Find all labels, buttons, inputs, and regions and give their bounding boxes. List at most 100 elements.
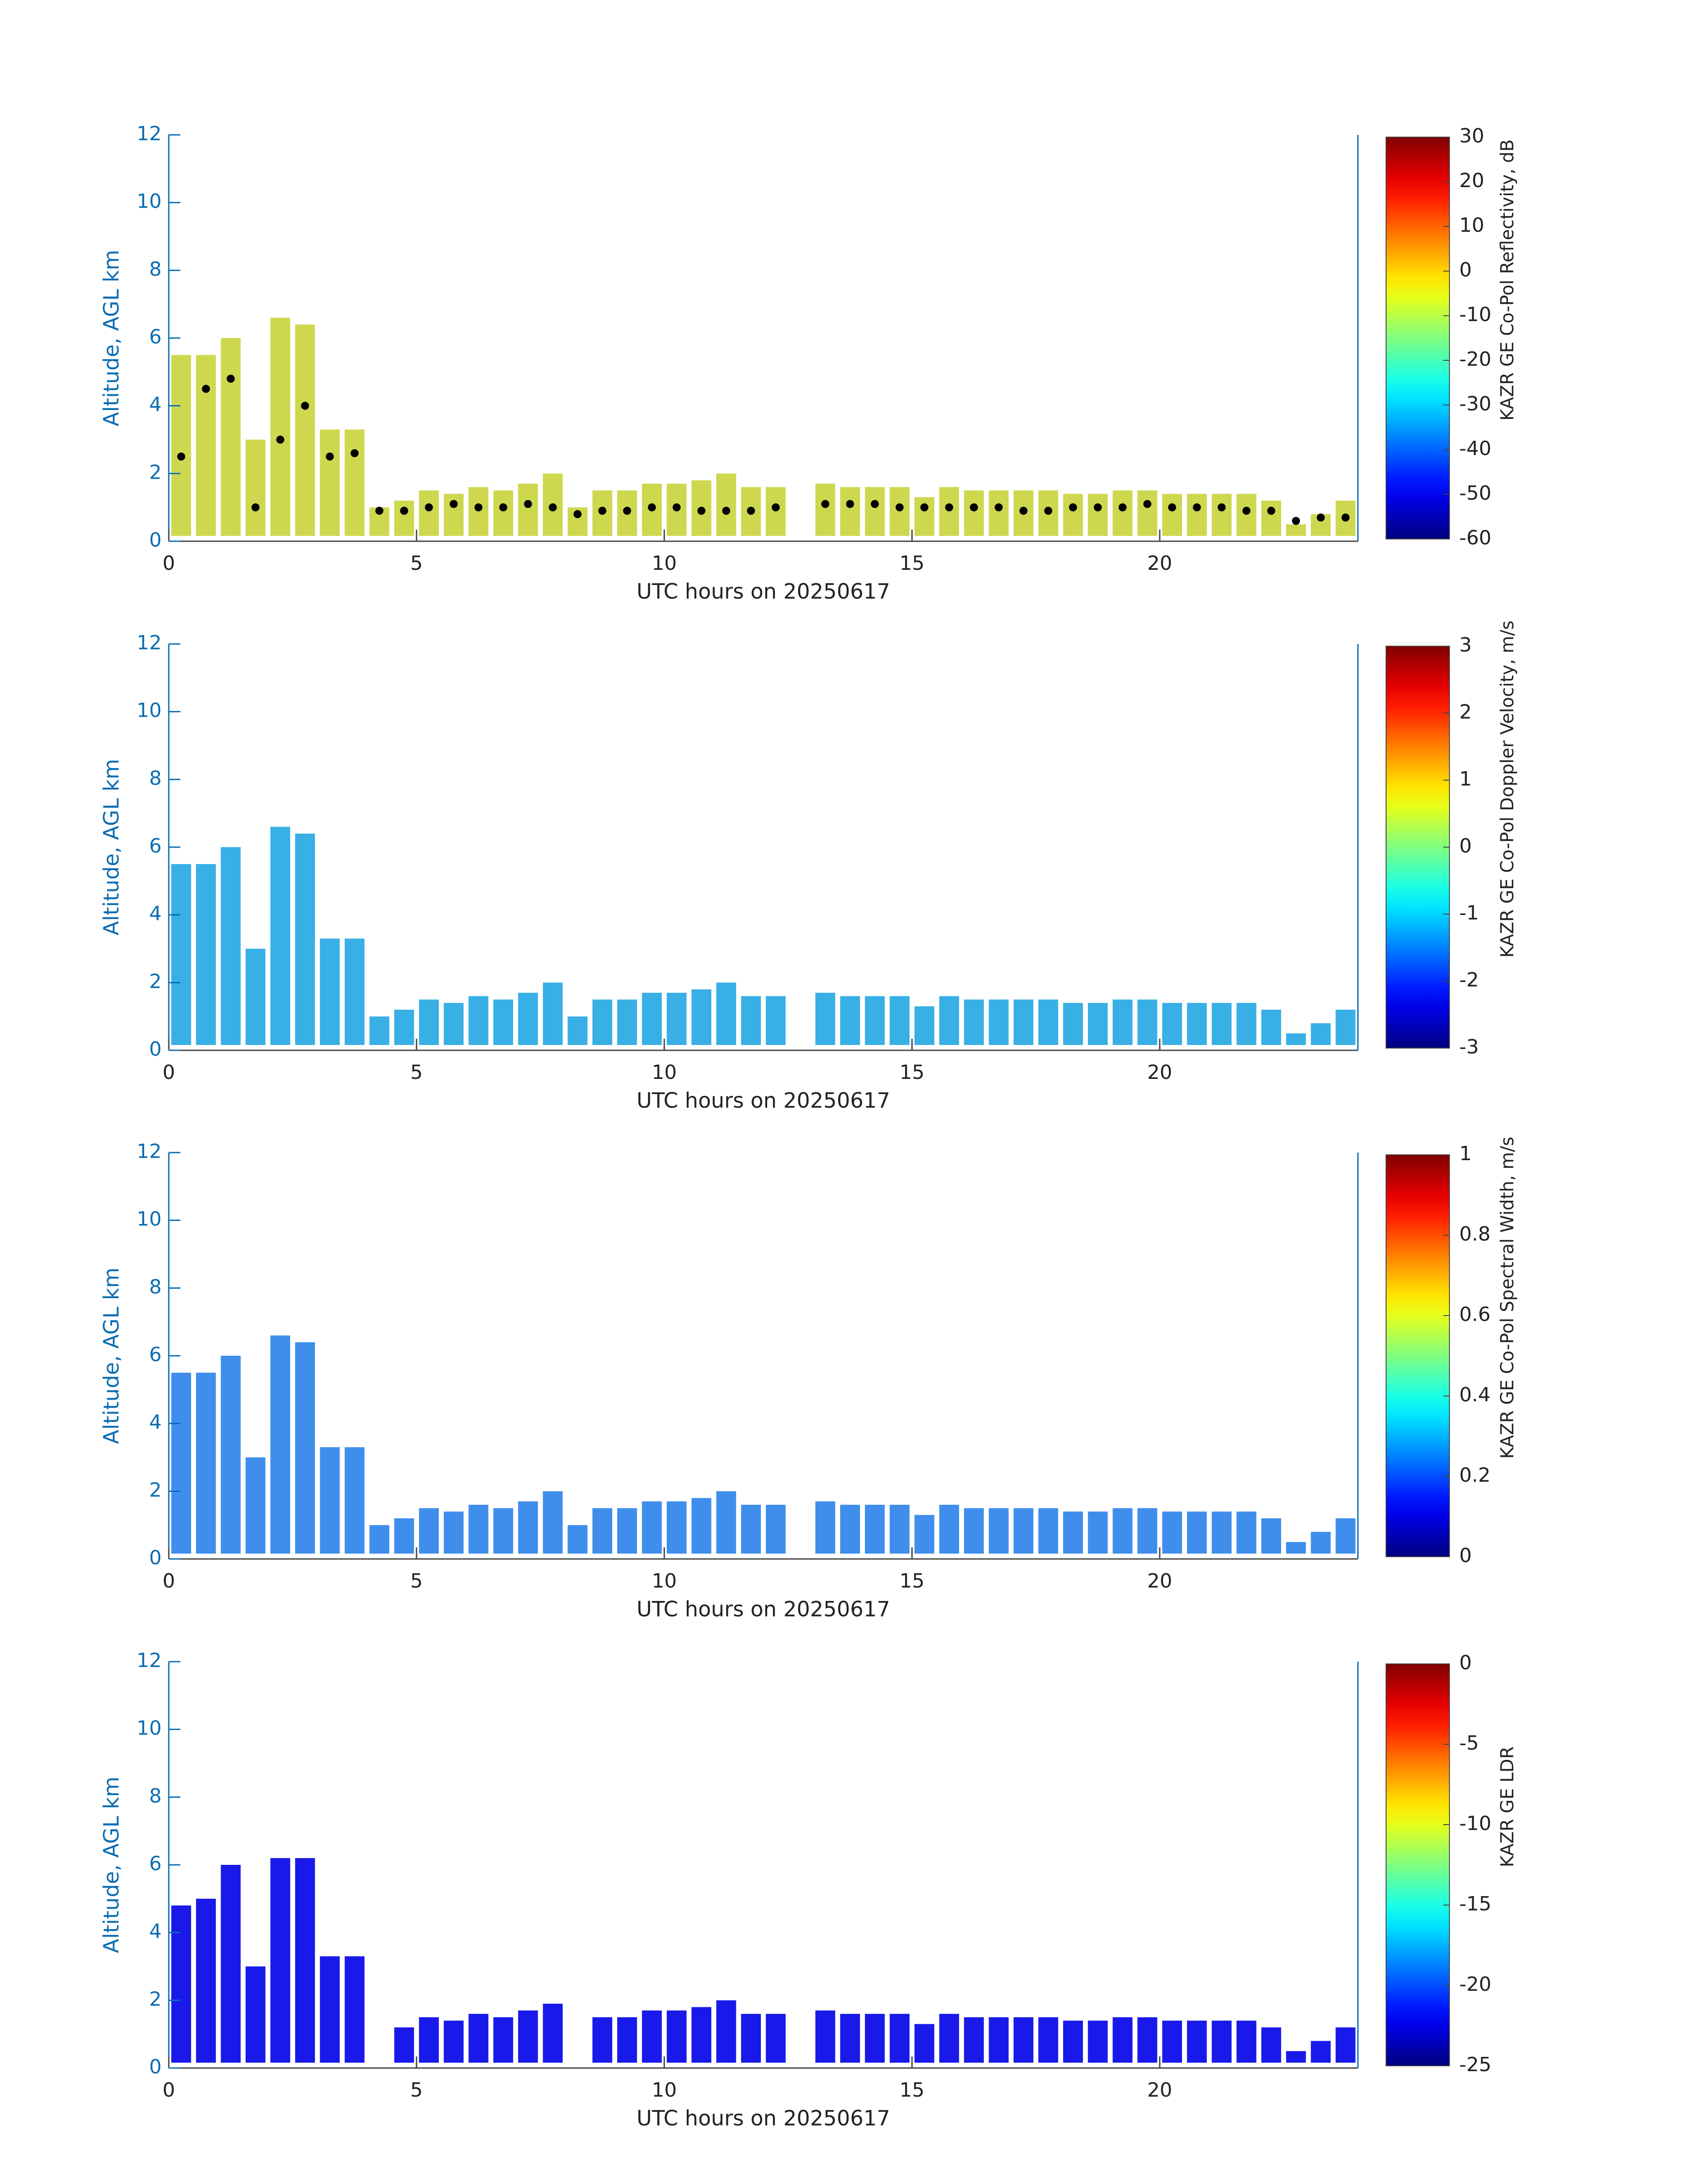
echo-column [939,1504,959,1554]
echo-column [295,833,315,1045]
y-tick-label: 4 [149,1411,162,1434]
echo-column [518,484,538,536]
y-tick-label: 8 [149,1784,162,1807]
echo-column [468,487,489,536]
echo-column [394,1518,414,1554]
x-tick-label: 20 [1147,1570,1172,1592]
y-tick-label: 4 [149,903,162,925]
echo-column [1286,1033,1306,1045]
echo-column [1336,1518,1356,1554]
x-tick-label: 10 [652,552,677,575]
colorbar-tick-label: 0.2 [1459,1464,1491,1487]
echo-column [889,2014,910,2063]
echo-column [914,2024,935,2063]
echo-column [270,1858,290,2063]
echo-column [1311,2041,1331,2063]
echo-column [840,996,860,1045]
echo-column [766,996,786,1045]
colorbar-tick-label: 0.6 [1459,1303,1491,1326]
echo-column [1063,2020,1083,2063]
cloud-base-point [1118,503,1127,512]
x-tick-label: 15 [899,1570,924,1592]
x-tick-label: 5 [410,1570,423,1592]
echo-column [468,996,489,1045]
echo-column [741,1504,761,1554]
echo-column [1063,1003,1083,1045]
echo-column [1162,1511,1182,1554]
y-tick-label: 12 [137,122,162,145]
colorbar [1386,1154,1450,1557]
echo-column [716,1491,736,1554]
cloud-base-point [871,500,879,508]
echo-column [245,949,266,1045]
echo-column [196,1372,216,1554]
cloud-base-point [697,506,706,515]
cloud-base-point [177,452,185,461]
x-tick-label: 5 [410,2079,423,2102]
cloud-base-point [1019,506,1028,515]
x-tick-label: 20 [1147,2079,1172,2102]
echo-column [1286,524,1306,536]
echo-column [1088,1003,1108,1045]
y-tick-label: 4 [149,393,162,416]
y-tick-label: 8 [149,258,162,280]
echo-column [1187,1003,1207,1045]
cloud-base-point [1217,503,1226,512]
echo-column [1112,2017,1133,2063]
echo-column [1088,493,1108,536]
echo-column [419,490,439,536]
echo-column [1137,2017,1157,2063]
y-tick-label: 12 [137,631,162,654]
echo-column [1336,1010,1356,1045]
echo-column [642,2010,662,2063]
echo-column [914,1515,935,1554]
colorbar-tick-label: 0.8 [1459,1223,1491,1245]
cloud-base-point [351,449,359,457]
echo-column [1038,1508,1058,1554]
cloud-base-point [994,503,1003,512]
echo-column [1261,1518,1282,1554]
echo-column [1311,1023,1331,1045]
colorbar-label: KAZR GE LDR [1497,1747,1518,1868]
echo-column [889,487,910,536]
echo-column [914,1006,935,1045]
colorbar-tick-label: -40 [1459,437,1491,460]
cloud-base-point [1069,503,1077,512]
x-tick-label: 20 [1147,552,1172,575]
x-tick-label: 0 [163,552,175,575]
cloud-base-point [548,503,557,512]
y-tick-label: 10 [137,1208,162,1231]
echo-column [221,847,241,1045]
echo-column [543,1491,563,1554]
y-tick-label: 10 [137,699,162,722]
cloud-base-point [425,503,433,512]
cloud-base-point [400,506,409,515]
colorbar-tick-label: -50 [1459,482,1491,505]
y-tick-label: 8 [149,767,162,790]
echo-column [1013,999,1034,1045]
cloud-base-point [623,506,631,515]
echo-column [1211,2020,1232,2063]
echo-column [766,1504,786,1554]
y-tick-label: 12 [137,1649,162,1672]
colorbar-tick-label: 0 [1459,1544,1472,1567]
x-axis-label: UTC hours on 20250617 [637,580,890,604]
y-tick-label: 6 [149,1343,162,1366]
echo-column [815,484,835,536]
colorbar-tick-label: 30 [1459,125,1484,147]
cloud-base-point [1316,513,1325,522]
echo-column [221,1356,241,1554]
echo-column [840,1504,860,1554]
colorbar-label: KAZR GE Co-Pol Spectral Width, m/s [1497,1137,1518,1458]
echo-column [1162,493,1182,536]
echo-column [1137,999,1157,1045]
echo-column [344,1956,365,2063]
echo-column [295,324,315,536]
cloud-base-point [474,503,483,512]
echo-column [1137,1508,1157,1554]
echo-column [741,2014,761,2063]
cloud-base-point [647,503,656,512]
x-tick-label: 10 [652,2079,677,2102]
cloud-base-point [722,506,731,515]
